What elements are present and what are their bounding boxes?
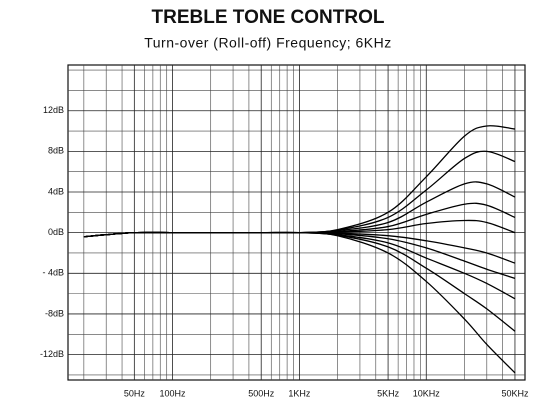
x-tick-label: 500Hz [248, 388, 275, 398]
y-tick-label: 8dB [48, 146, 64, 156]
y-tick-label: -12dB [40, 349, 64, 359]
x-tick-label: 50Hz [124, 388, 146, 398]
y-tick-label: - 4dB [42, 268, 64, 278]
x-tick-label: 5KHz [377, 388, 400, 398]
y-tick-label: 12dB [43, 105, 64, 115]
x-tick-label: 1KHz [288, 388, 311, 398]
chart-subtitle: Turn-over (Roll-off) Frequency; 6KHz [144, 35, 392, 51]
y-tick-label: -8dB [45, 308, 64, 318]
x-tick-label: 50KHz [501, 388, 529, 398]
x-tick-label: 10KHz [413, 388, 441, 398]
y-tick-label: 4dB [48, 186, 64, 196]
chart-title: TREBLE TONE CONTROL [152, 7, 385, 28]
plot-frame [67, 64, 526, 381]
response-curve [83, 231, 516, 374]
x-tick-label: 100Hz [160, 388, 187, 398]
y-tick-label: 0dB [48, 227, 64, 237]
